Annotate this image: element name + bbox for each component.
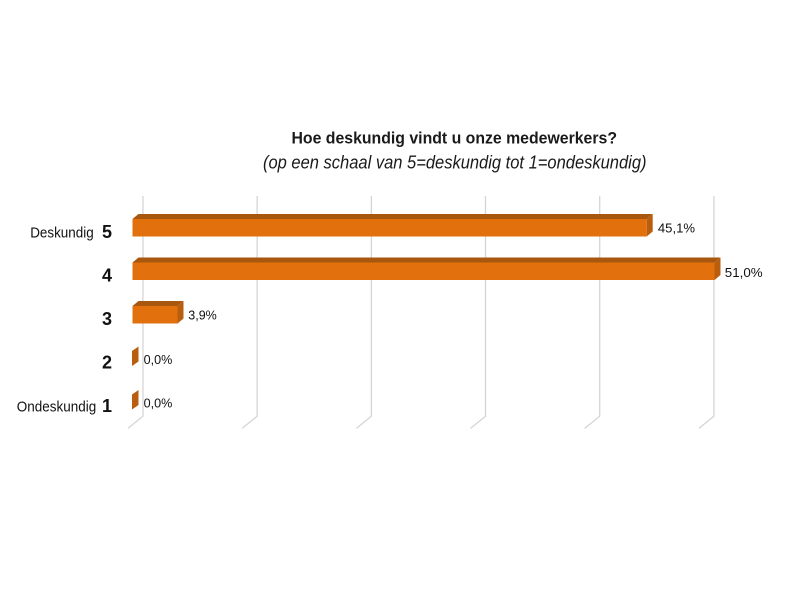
svg-text:51,0%: 51,0%	[725, 265, 763, 280]
svg-text:0,0%: 0,0%	[144, 352, 173, 367]
svg-text:5: 5	[102, 222, 112, 242]
svg-text:4: 4	[102, 265, 112, 285]
svg-text:45,1%: 45,1%	[658, 220, 696, 235]
svg-text:(op een schaal van 5=deskundig: (op een schaal van 5=deskundig tot 1=ond…	[263, 153, 647, 173]
svg-text:0,0%: 0,0%	[144, 396, 173, 411]
svg-text:Deskundig: Deskundig	[30, 224, 93, 241]
svg-text:2: 2	[102, 352, 112, 372]
svg-text:Hoe deskundig vindt u onze med: Hoe deskundig vindt u onze medewerkers?	[292, 129, 618, 148]
svg-text:3: 3	[102, 309, 112, 329]
svg-text:3,9%: 3,9%	[188, 308, 217, 323]
svg-text:1: 1	[102, 396, 112, 416]
svg-text:Ondeskundig: Ondeskundig	[17, 398, 96, 415]
